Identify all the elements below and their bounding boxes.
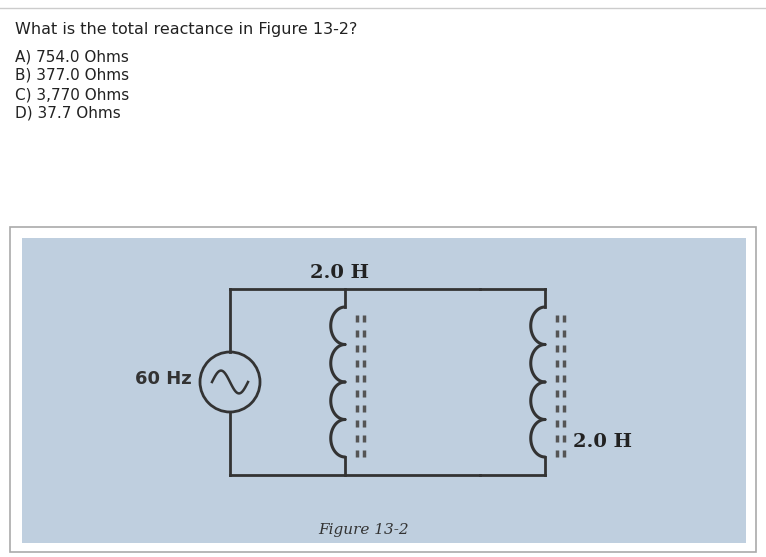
Text: 2.0 H: 2.0 H [573,433,632,451]
Text: B) 377.0 Ohms: B) 377.0 Ohms [15,68,129,83]
Text: D) 37.7 Ohms: D) 37.7 Ohms [15,106,121,121]
Text: Figure 13-2: Figure 13-2 [319,523,409,537]
Bar [22,238,746,543]
Text: C) 3,770 Ohms: C) 3,770 Ohms [15,87,129,102]
Text: What is the total reactance in Figure 13-2?: What is the total reactance in Figure 13… [15,22,358,37]
Bar [10,227,756,552]
Text: 60 Hz: 60 Hz [136,370,192,388]
Text: 2.0 H: 2.0 H [310,264,369,282]
Text: A) 754.0 Ohms: A) 754.0 Ohms [15,49,129,64]
